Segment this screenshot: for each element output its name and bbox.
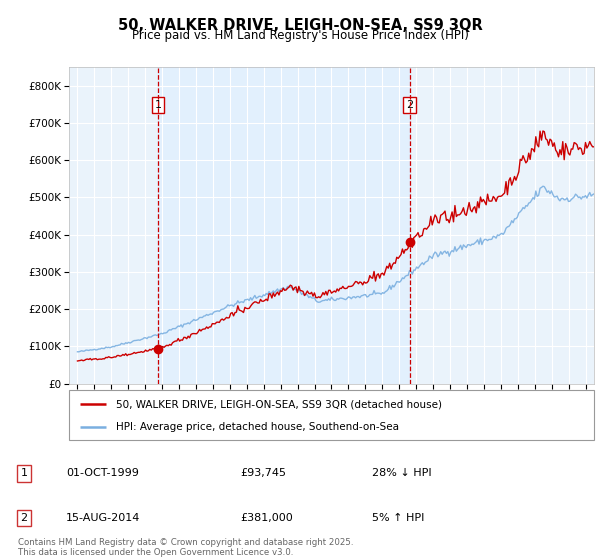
Text: HPI: Average price, detached house, Southend-on-Sea: HPI: Average price, detached house, Sout… (116, 422, 399, 432)
Text: Price paid vs. HM Land Registry's House Price Index (HPI): Price paid vs. HM Land Registry's House … (131, 29, 469, 42)
Text: 2: 2 (406, 100, 413, 110)
Text: 1: 1 (20, 468, 28, 478)
Text: 01-OCT-1999: 01-OCT-1999 (66, 468, 139, 478)
Bar (158, 67, 410, 384)
Text: 5% ↑ HPI: 5% ↑ HPI (372, 513, 424, 523)
Text: 15-AUG-2014: 15-AUG-2014 (66, 513, 140, 523)
Text: 50, WALKER DRIVE, LEIGH-ON-SEA, SS9 3QR (detached house): 50, WALKER DRIVE, LEIGH-ON-SEA, SS9 3QR … (116, 399, 442, 409)
Text: 28% ↓ HPI: 28% ↓ HPI (372, 468, 431, 478)
Text: £93,745: £93,745 (240, 468, 286, 478)
Text: 50, WALKER DRIVE, LEIGH-ON-SEA, SS9 3QR: 50, WALKER DRIVE, LEIGH-ON-SEA, SS9 3QR (118, 18, 482, 33)
Text: 1: 1 (154, 100, 161, 110)
Text: Contains HM Land Registry data © Crown copyright and database right 2025.
This d: Contains HM Land Registry data © Crown c… (18, 538, 353, 557)
Text: 2: 2 (20, 513, 28, 523)
Text: £381,000: £381,000 (240, 513, 293, 523)
